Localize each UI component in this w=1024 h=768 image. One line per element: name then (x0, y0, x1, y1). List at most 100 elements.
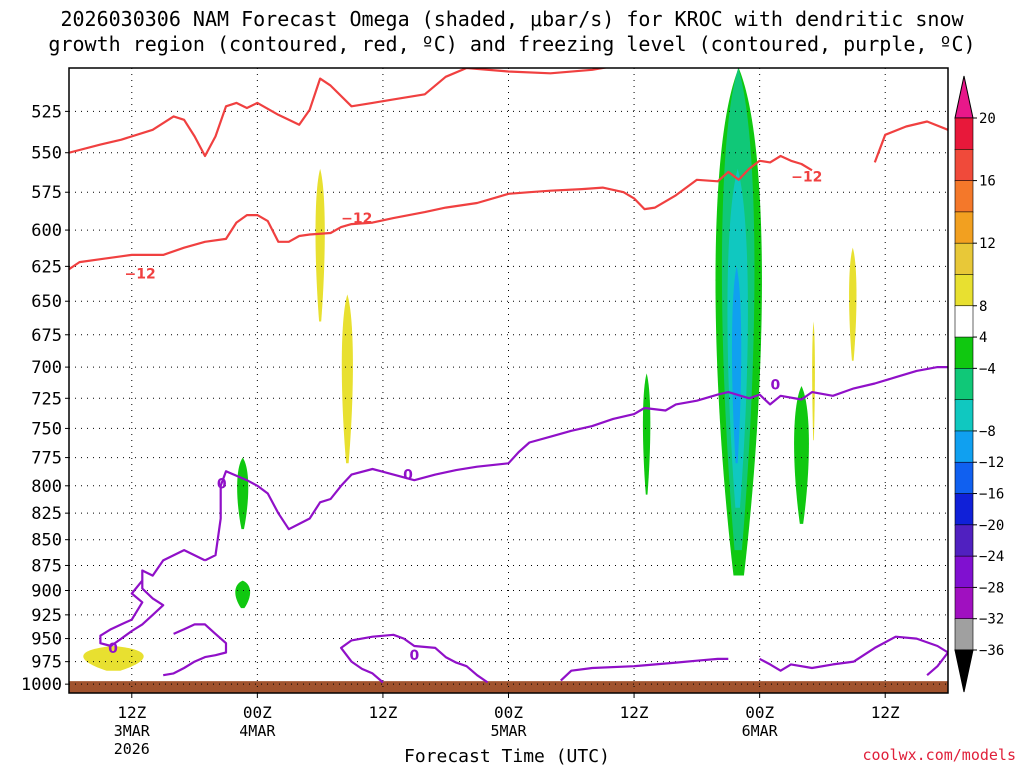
colorbar-label: −36 (979, 643, 1004, 659)
colorbar-label: −8 (979, 424, 996, 440)
colorbar-swatch (954, 493, 974, 526)
dgz-contour-line (69, 68, 610, 158)
y-tick-label: 525 (31, 102, 62, 122)
x-tick-date: 6MAR (742, 722, 779, 740)
colorbar-swatch (954, 117, 974, 151)
x-tick-date: 3MAR (114, 722, 151, 740)
freezing-level-contour-line (340, 633, 489, 684)
freezing-level-contour-line (99, 548, 206, 648)
y-tick-label: 850 (31, 531, 62, 551)
omega-shade-region (83, 646, 144, 671)
y-tick-label: 600 (31, 221, 62, 241)
colorbar-top-arrow (954, 75, 974, 119)
colorbar-swatch (954, 148, 974, 182)
x-tick-label: 00Z (745, 703, 774, 722)
colorbar-swatch (954, 555, 974, 589)
y-tick-label: 575 (31, 183, 62, 203)
colorbar-swatch (954, 524, 974, 557)
colorbar-label: −12 (979, 455, 1004, 471)
omega-shade-region (642, 373, 651, 495)
omega-shaded-layer (83, 68, 857, 671)
credit-text: coolwx.com/models (862, 746, 1016, 764)
freezing-level-contour-line (204, 366, 948, 562)
colorbar-swatch (954, 211, 974, 244)
colorbar-label: −20 (979, 518, 1004, 534)
x-tick-year: 2026 (114, 740, 150, 758)
colorbar-label: 16 (979, 174, 996, 190)
colorbar-label: −32 (979, 612, 1004, 628)
contour-label: 0 (403, 468, 413, 484)
omega-shade-region (315, 168, 325, 322)
contour-label: 0 (409, 648, 419, 664)
y-axis: 525 550 575 600 625 650 675 700 725 750 775 800 825 8… (21, 102, 69, 695)
chart-grid (69, 68, 948, 693)
contour-label-layer: −12 −12 −12 0 0 0 0 0 (108, 170, 822, 665)
contour-label: 0 (217, 477, 227, 493)
x-tick-label: 12Z (620, 703, 649, 722)
ground-terrain-bar (69, 681, 948, 693)
omega-shade-region (731, 266, 742, 464)
colorbar-bottom-arrow (954, 649, 974, 693)
y-tick-label: 925 (31, 606, 62, 626)
y-tick-label: 875 (31, 556, 62, 576)
y-tick-label: 725 (31, 389, 62, 409)
y-tick-label: 950 (31, 630, 62, 650)
contour-layer (69, 68, 948, 684)
y-tick-label: 975 (31, 653, 62, 673)
colorbar-label: −16 (979, 487, 1004, 503)
colorbar-swatch (954, 180, 974, 213)
x-tick-date: 5MAR (490, 722, 527, 740)
colorbar-label: 8 (979, 299, 987, 315)
x-tick-label: 12Z (368, 703, 397, 722)
x-tick-label: 12Z (117, 703, 146, 722)
colorbar-swatch (954, 461, 974, 495)
chart-title-line2: growth region (contoured, red, ºC) and f… (48, 32, 976, 56)
y-tick-label: 800 (31, 477, 62, 497)
omega-shade-region (341, 294, 353, 464)
omega-shade-region (237, 457, 249, 530)
y-tick-label: 1000 (21, 675, 62, 695)
freezing-level-contour-line (560, 657, 729, 682)
x-tick-label: 00Z (494, 703, 523, 722)
colorbar-label: 12 (979, 236, 996, 252)
omega-shade-region (812, 321, 815, 441)
x-tick-label: 12Z (871, 703, 900, 722)
x-axis-title: Forecast Time (UTC) (404, 746, 610, 767)
contour-label: −12 (125, 266, 156, 282)
colorbar-label: −28 (979, 580, 1004, 596)
omega-shade-region (235, 580, 251, 609)
dgz-contour-line (873, 120, 948, 163)
colorbar-swatch (954, 430, 974, 464)
colorbar-swatch (954, 368, 974, 401)
colorbar-label: −4 (979, 361, 996, 377)
colorbar-swatch (954, 305, 974, 338)
y-tick-label: 750 (31, 419, 62, 439)
y-tick-label: 775 (31, 449, 62, 469)
x-tick-date: 4MAR (239, 722, 276, 740)
contour-label: −12 (341, 211, 372, 227)
contour-label: 0 (108, 641, 118, 657)
colorbar-swatch (954, 399, 974, 432)
omega-shade-region (849, 247, 857, 361)
colorbar-swatch (954, 274, 974, 307)
colorbar-swatch (954, 336, 974, 370)
y-tick-label: 550 (31, 144, 62, 164)
colorbar-swatch (954, 242, 974, 276)
colorbar-label: −24 (979, 549, 1004, 565)
y-tick-label: 650 (31, 292, 62, 312)
contour-label: −12 (791, 170, 822, 186)
dgz-contour-line (69, 154, 813, 271)
y-tick-label: 700 (31, 358, 62, 378)
y-tick-label: 825 (31, 504, 62, 524)
x-tick-label: 00Z (243, 703, 272, 722)
chart-title-line1: 2026030306 NAM Forecast Omega (shaded, μ… (60, 7, 964, 31)
colorbar-swatch (954, 587, 974, 620)
colorbar-label: 20 (979, 111, 996, 127)
y-tick-label: 675 (31, 326, 62, 346)
colorbar-label: 4 (979, 330, 987, 346)
y-tick-label: 625 (31, 257, 62, 277)
contour-label: 0 (770, 378, 780, 394)
y-tick-label: 900 (31, 581, 62, 601)
